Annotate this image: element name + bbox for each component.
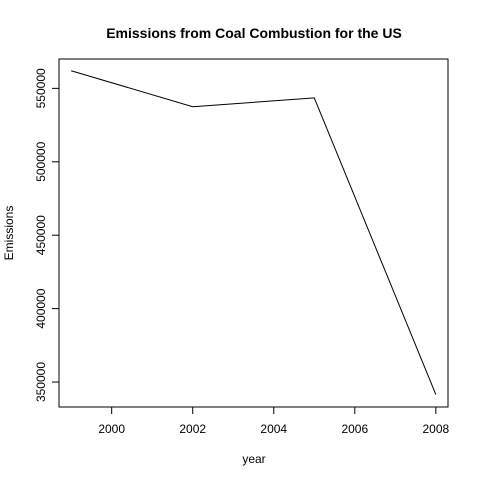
y-tick-label: 500000 [34,141,48,181]
x-axis: 2000 2002 2004 2006 2008 [98,407,450,436]
x-axis-label: year [242,452,265,466]
x-tick-label: 2000 [98,422,125,436]
x-tick-label: 2006 [341,422,368,436]
y-axis: 350000 400000 450000 500000 550000 [34,68,59,402]
chart-title: Emissions from Coal Combustion for the U… [106,25,402,41]
x-tick-label: 2008 [422,422,449,436]
x-tick-label: 2004 [260,422,287,436]
y-axis-label: Emissions [2,206,16,261]
x-tick-label: 2002 [179,422,206,436]
series-layer [71,70,437,395]
y-tick-label: 450000 [34,215,48,255]
series-line [71,70,437,395]
y-tick-label: 350000 [34,362,48,402]
plot-frame [58,58,449,408]
y-tick-label: 400000 [34,288,48,328]
y-tick-label: 550000 [34,68,48,108]
